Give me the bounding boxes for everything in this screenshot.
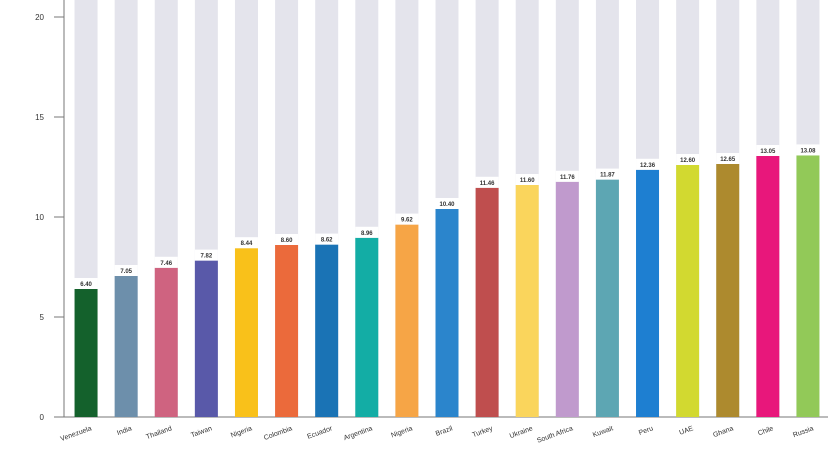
data-label-backing [194,249,218,261]
data-label: 11.76 [560,175,575,181]
bar [796,155,820,417]
data-label: 10.40 [439,202,455,208]
y-tick-label: 15 [35,113,44,122]
data-label: 7.82 [201,254,213,260]
bar [475,187,499,417]
data-label-backing [475,176,499,188]
data-label-backing [395,213,419,225]
x-tick-label: South Africa [536,425,574,445]
data-label: 8.62 [321,238,333,244]
data-label-backing [355,226,379,238]
x-tick-label: Ecuador [306,425,334,441]
data-label: 9.62 [401,218,413,224]
x-tick-label: Ukraine [509,425,534,440]
data-labels: 6.40 7.05 7.46 7.82 8.44 8.60 8.62 8.96 9.62 10.4… [74,144,820,289]
bar [275,245,299,417]
x-tick-label: Argentina [343,425,374,442]
x-tick-label: Chile [757,425,774,437]
y-tick-label: 5 [40,313,45,322]
data-label-backing [114,265,138,276]
data-label: 7.05 [120,269,132,275]
data-label-backing [676,154,700,165]
bar [636,169,660,417]
x-tick-label: Turkey [472,425,495,439]
data-label: 8.96 [361,231,373,237]
data-label-backing [716,153,740,164]
data-label-backing [636,158,660,170]
x-tick-label: Nigeria [390,425,413,439]
data-label-backing [154,256,178,268]
data-label-backing [555,170,579,182]
data-bars [74,155,820,417]
data-label-backing [435,198,459,209]
x-tick-label: Kuwait [592,425,614,439]
data-label-backing [234,237,258,249]
data-label-backing [756,145,780,156]
data-label-backing [796,144,820,156]
x-tick-label: India [116,425,133,437]
x-tick-label: Ghana [712,425,734,439]
y-axis: 0 5 10 15 20 [35,0,828,422]
bar [154,267,178,417]
x-tick-label: Nigeria [230,425,253,439]
x-tick-label: Thailand [145,425,173,441]
x-tick-label: Taiwan [190,425,213,439]
y-tick-label: 10 [35,213,44,222]
x-tick-label: Venezuela [60,425,93,443]
bar [395,224,419,417]
data-label: 8.44 [241,241,253,247]
data-label: 6.40 [80,282,92,288]
y-tick-label: 0 [40,413,45,422]
data-label: 11.87 [600,173,615,179]
data-label-backing [74,278,98,289]
bar [234,248,258,417]
x-tick-label: UAE [678,425,694,437]
data-label: 13.08 [800,148,816,154]
bar [555,181,579,417]
data-label-backing [315,233,339,245]
bar [756,156,780,417]
bar [355,237,379,417]
data-label-backing [595,168,619,180]
x-tick-label: Russia [792,425,815,439]
bar [315,244,339,417]
bar [716,164,740,417]
data-label-backing [275,234,299,245]
bar [194,260,218,417]
x-axis-labels: Venezuela India Thailand Taiwan Nigeria Colom… [60,425,815,445]
data-label: 11.46 [480,181,495,187]
data-label: 11.60 [520,178,535,184]
bar [114,276,138,417]
data-label: 8.60 [281,238,293,244]
data-label: 7.46 [160,261,172,267]
data-label: 13.05 [760,149,776,155]
bar [676,165,700,417]
data-label: 12.60 [680,158,696,164]
y-tick-label: 20 [35,13,44,22]
x-tick-label: Peru [638,425,654,437]
bar [74,289,98,417]
data-label-backing [515,174,539,185]
bar [515,185,539,417]
x-tick-label: Brazil [435,425,454,438]
bar [595,179,619,417]
bar [435,209,459,417]
x-tick-label: Colombia [263,425,293,442]
data-label: 12.36 [640,163,656,169]
data-label: 12.65 [720,157,736,163]
